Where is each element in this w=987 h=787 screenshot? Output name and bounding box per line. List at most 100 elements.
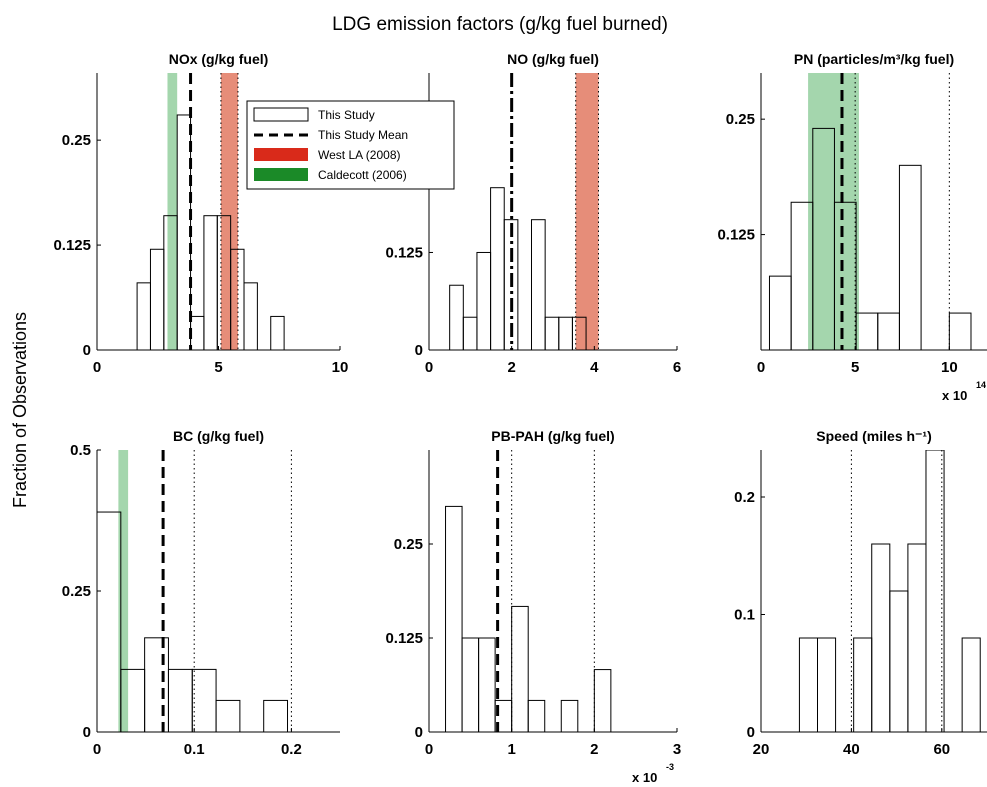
histogram-bar	[925, 450, 945, 732]
y-tick-label: 0	[83, 342, 91, 359]
x-tick-label: 2	[507, 359, 515, 376]
axis-multiplier: x 10	[632, 770, 657, 785]
axis-multiplier-exponent: 14	[976, 380, 986, 390]
panel-6: 20 40 60 0 0.1 0.2 Speed (miles h⁻¹)	[734, 428, 987, 758]
histogram-bar	[948, 312, 972, 350]
x-tick-label: 20	[753, 741, 770, 758]
histogram-bar	[190, 315, 205, 350]
histogram-bar	[449, 284, 464, 350]
histogram-bar	[476, 251, 492, 350]
histogram-bar	[97, 511, 122, 732]
legend-entry-west-la: West LA (2008)	[254, 148, 401, 162]
histogram-bar	[144, 637, 169, 732]
y-tick-label: 0.125	[385, 630, 423, 647]
legend-label: West LA (2008)	[318, 148, 401, 162]
histogram-bar	[203, 215, 218, 350]
y-tick-label: 0.1	[734, 607, 755, 624]
panel-title: PN (particles/m³/kg fuel)	[794, 51, 954, 67]
histogram-bar	[176, 114, 192, 350]
histogram-bar	[889, 590, 909, 732]
histogram-bar	[149, 248, 165, 350]
x-tick-label: 2	[590, 741, 598, 758]
y-tick-label: 0.125	[717, 227, 755, 244]
x-tick-label: 60	[933, 741, 950, 758]
histogram-bar	[216, 215, 232, 350]
x-tick-label: 10	[941, 359, 958, 376]
panel-5: 0 1 2 3 0 0.125 0.25 PB-PAH (g/kg fuel) x 10 -3	[385, 428, 681, 785]
legend: This Study This Study Mean West LA (2008…	[246, 100, 455, 190]
panel-plot-area	[768, 73, 972, 350]
histogram-bar	[593, 669, 612, 732]
panel-4: 0 0.1 0.2 0 0.25 0.5 BC (g/kg fuel)	[62, 428, 340, 758]
legend-label: This Study	[318, 108, 375, 122]
histogram-bar	[230, 248, 245, 350]
y-tick-label: 0.5	[70, 442, 91, 459]
legend-swatch-bar	[253, 107, 309, 122]
panel-plot-area	[97, 450, 292, 732]
x-tick-label: 1	[507, 741, 515, 758]
y-tick-label: 0.25	[62, 132, 91, 149]
histogram-bar	[855, 312, 879, 350]
histogram-bar	[877, 312, 900, 350]
histogram-bar	[571, 316, 587, 350]
histogram-bar	[531, 219, 546, 350]
y-tick-label: 0	[83, 724, 91, 741]
histogram-bar	[215, 699, 241, 732]
legend-entry-this-study: This Study	[253, 107, 375, 122]
histogram-bar	[136, 282, 151, 350]
histogram-bar	[817, 637, 837, 732]
x-tick-label: 0	[757, 359, 765, 376]
legend-swatch-red	[254, 148, 308, 161]
panel-title: NO (g/kg fuel)	[507, 51, 599, 67]
panel-1: 0 5 10 0 0.125 0.25 NOx (g/kg fuel)	[53, 51, 348, 376]
y-tick-label: 0.125	[53, 237, 91, 254]
legend-entry-caldecott: Caldecott (2006)	[254, 168, 407, 182]
histogram-bar	[853, 637, 873, 732]
x-tick-label: 5	[851, 359, 859, 376]
x-tick-label: 0.2	[281, 741, 302, 758]
caldecott-band	[167, 73, 178, 350]
histogram-bar	[461, 637, 480, 732]
histogram-bar	[462, 316, 478, 350]
histogram-bar	[961, 637, 981, 732]
histogram-bar	[812, 127, 835, 350]
caldecott-band	[118, 450, 129, 732]
x-tick-label: 10	[332, 359, 349, 376]
histogram-bar	[478, 637, 496, 732]
panel-title: NOx (g/kg fuel)	[169, 51, 269, 67]
histogram-bar	[558, 316, 573, 350]
west-la-band	[220, 73, 238, 350]
legend-swatch-green	[254, 168, 308, 181]
y-tick-label: 0.2	[734, 489, 755, 506]
y-tick-label: 0.25	[62, 583, 91, 600]
panel-3: 0 5 10 0.125 0.25 PN (particles/m³/kg fuel) x …	[717, 51, 987, 403]
histogram-bar	[511, 605, 529, 732]
histogram-bar	[445, 505, 463, 732]
x-tick-label: 5	[214, 359, 222, 376]
figure-suptitle: LDG emission factors (g/kg fuel burned)	[332, 14, 668, 35]
x-tick-label: 0	[425, 741, 433, 758]
panel-title: BC (g/kg fuel)	[173, 428, 264, 444]
x-tick-label: 40	[843, 741, 860, 758]
histogram-bar	[120, 668, 146, 732]
histogram-bar	[833, 201, 857, 350]
x-tick-label: 0	[93, 741, 101, 758]
panel-title: PB-PAH (g/kg fuel)	[491, 428, 614, 444]
histogram-bar	[263, 699, 289, 732]
histogram-bar	[243, 282, 258, 350]
y-tick-label: 0	[415, 724, 423, 741]
histogram-bar	[167, 668, 193, 732]
histogram-bar	[560, 699, 579, 732]
x-tick-label: 0	[93, 359, 101, 376]
axis-multiplier: x 10	[942, 388, 967, 403]
y-tick-label: 0.125	[385, 244, 423, 261]
panel-plot-area	[798, 450, 981, 732]
histogram-bar	[503, 219, 519, 350]
panel-plot-area	[136, 73, 285, 350]
histogram-bar	[898, 164, 922, 350]
histogram-bar	[790, 201, 814, 350]
x-tick-label: 4	[590, 359, 599, 376]
